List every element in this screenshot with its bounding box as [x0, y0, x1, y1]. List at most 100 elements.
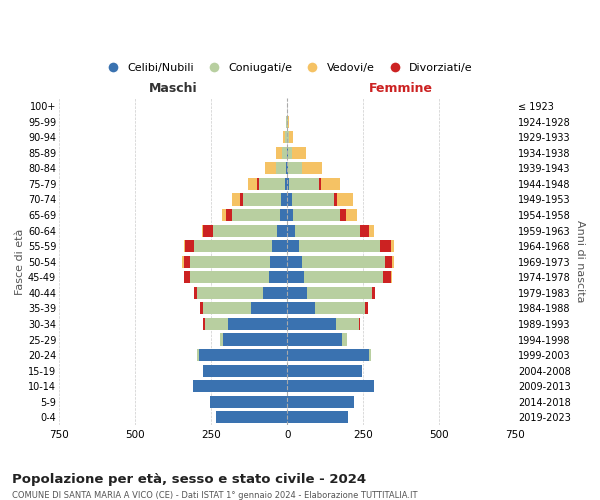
- Bar: [346, 209, 356, 221]
- Bar: [287, 271, 304, 283]
- Legend: Celibi/Nubili, Coniugati/e, Vedovi/e, Divorziati/e: Celibi/Nubili, Coniugati/e, Vedovi/e, Di…: [97, 58, 477, 77]
- Bar: [287, 194, 292, 205]
- Y-axis label: Fasce di età: Fasce di età: [15, 228, 25, 295]
- Bar: [184, 240, 185, 252]
- Bar: [212, 224, 277, 236]
- Bar: [228, 318, 287, 330]
- Bar: [275, 162, 286, 174]
- Bar: [287, 146, 288, 159]
- Bar: [287, 412, 348, 424]
- Bar: [392, 256, 394, 268]
- Bar: [360, 224, 370, 236]
- Bar: [287, 349, 370, 361]
- Bar: [281, 194, 287, 205]
- Bar: [299, 240, 380, 252]
- Bar: [288, 146, 292, 159]
- Bar: [203, 318, 205, 330]
- Bar: [287, 334, 342, 345]
- Bar: [199, 349, 287, 361]
- Bar: [302, 256, 385, 268]
- Bar: [293, 209, 340, 221]
- Bar: [215, 412, 287, 424]
- Bar: [314, 302, 365, 314]
- Bar: [289, 131, 293, 143]
- Bar: [209, 396, 287, 408]
- Bar: [287, 364, 362, 376]
- Bar: [286, 162, 287, 174]
- Text: COMUNE DI SANTA MARIA A VICO (CE) - Dati ISTAT 1° gennaio 2024 - Elaborazione TU: COMUNE DI SANTA MARIA A VICO (CE) - Dati…: [12, 491, 418, 500]
- Bar: [287, 224, 295, 236]
- Bar: [197, 349, 199, 361]
- Bar: [287, 162, 288, 174]
- Bar: [287, 178, 289, 190]
- Bar: [193, 380, 287, 392]
- Bar: [276, 146, 282, 159]
- Bar: [359, 318, 360, 330]
- Bar: [257, 178, 259, 190]
- Bar: [194, 240, 272, 252]
- Bar: [251, 302, 287, 314]
- Bar: [220, 334, 223, 345]
- Bar: [280, 209, 287, 221]
- Bar: [287, 131, 289, 143]
- Bar: [287, 287, 307, 299]
- Bar: [319, 178, 320, 190]
- Bar: [380, 240, 391, 252]
- Bar: [222, 209, 226, 221]
- Bar: [365, 302, 368, 314]
- Bar: [184, 256, 190, 268]
- Bar: [302, 162, 322, 174]
- Bar: [287, 240, 299, 252]
- Bar: [337, 194, 353, 205]
- Bar: [370, 349, 371, 361]
- Bar: [184, 271, 190, 283]
- Bar: [203, 302, 251, 314]
- Bar: [287, 380, 374, 392]
- Bar: [288, 162, 302, 174]
- Bar: [287, 116, 288, 128]
- Text: Maschi: Maschi: [149, 82, 197, 95]
- Bar: [289, 178, 319, 190]
- Bar: [287, 396, 354, 408]
- Bar: [286, 116, 287, 128]
- Bar: [287, 302, 314, 314]
- Bar: [248, 178, 257, 190]
- Bar: [320, 178, 340, 190]
- Bar: [334, 194, 337, 205]
- Bar: [194, 287, 197, 299]
- Bar: [286, 131, 287, 143]
- Bar: [269, 271, 287, 283]
- Bar: [263, 287, 287, 299]
- Bar: [287, 318, 336, 330]
- Bar: [182, 256, 184, 268]
- Bar: [197, 287, 263, 299]
- Bar: [185, 240, 194, 252]
- Bar: [200, 302, 203, 314]
- Bar: [203, 224, 212, 236]
- Text: Popolazione per età, sesso e stato civile - 2024: Popolazione per età, sesso e stato civil…: [12, 472, 366, 486]
- Bar: [190, 271, 269, 283]
- Bar: [243, 194, 281, 205]
- Bar: [342, 334, 347, 345]
- Bar: [288, 116, 289, 128]
- Bar: [205, 318, 228, 330]
- Bar: [292, 194, 334, 205]
- Bar: [292, 146, 306, 159]
- Bar: [223, 334, 287, 345]
- Bar: [232, 209, 280, 221]
- Bar: [287, 209, 293, 221]
- Bar: [391, 240, 394, 252]
- Bar: [340, 209, 346, 221]
- Bar: [190, 256, 271, 268]
- Bar: [202, 224, 203, 236]
- Bar: [232, 194, 240, 205]
- Text: Femmine: Femmine: [370, 82, 433, 95]
- Bar: [391, 271, 392, 283]
- Bar: [226, 209, 232, 221]
- Bar: [383, 271, 391, 283]
- Bar: [373, 287, 376, 299]
- Bar: [295, 224, 360, 236]
- Bar: [259, 178, 285, 190]
- Bar: [285, 178, 287, 190]
- Bar: [385, 256, 392, 268]
